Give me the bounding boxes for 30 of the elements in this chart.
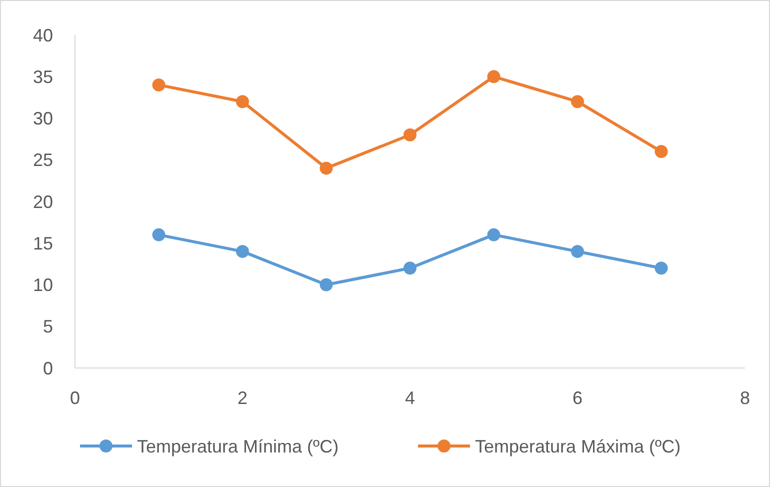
point (236, 244, 249, 258)
y-tick-label: 20 (32, 192, 53, 212)
y-tick-label: 35 (32, 66, 53, 87)
y-tick-label: 15 (32, 233, 53, 254)
point (320, 278, 333, 292)
point (152, 78, 166, 92)
x-tick-label: 2 (237, 388, 248, 408)
point (654, 145, 668, 158)
point (487, 70, 500, 84)
point (236, 95, 249, 108)
legend-label: Temperatura Máxima (ºC) (475, 436, 681, 456)
y-tick-label: 25 (32, 150, 53, 170)
point (320, 162, 333, 175)
point (152, 228, 166, 242)
point (571, 244, 584, 258)
point (571, 95, 584, 108)
y-tick-label: 30 (32, 108, 53, 129)
y-tick-label: 0 (42, 358, 53, 378)
point (654, 262, 668, 275)
x-tick-label: 4 (404, 388, 416, 408)
point (404, 128, 416, 142)
y-tick-label: 40 (32, 25, 53, 46)
x-tick-label: 0 (70, 388, 80, 408)
y-tick-label: 5 (42, 316, 53, 337)
legend-label: Temperatura Mínima (ºC) (137, 436, 339, 456)
x-tick-label: 6 (572, 388, 583, 408)
point (404, 262, 416, 275)
x-tick-label: 8 (740, 388, 750, 408)
point (487, 228, 500, 242)
y-tick-label: 10 (32, 275, 53, 296)
